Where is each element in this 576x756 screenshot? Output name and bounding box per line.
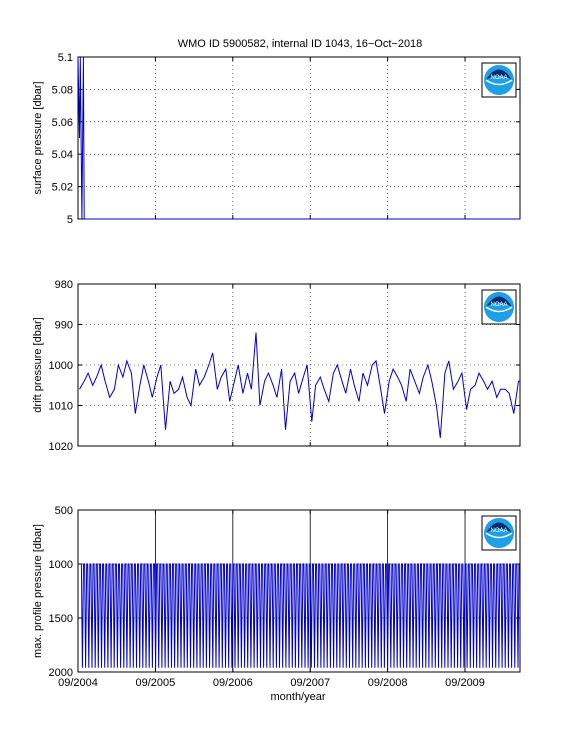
figure-title: WMO ID 5900582, internal ID 1043, 16−Oct… bbox=[178, 38, 423, 50]
y-tick-label: 1020 bbox=[49, 441, 73, 453]
y-tick-label: 5.06 bbox=[52, 117, 73, 129]
x-tick-label: 09/2006 bbox=[213, 677, 253, 689]
noaa-logo-icon: NOAA bbox=[481, 515, 517, 551]
y-tick-label: 1000 bbox=[49, 360, 73, 372]
y-tick-label: 2000 bbox=[49, 667, 73, 679]
gridlines-2 bbox=[78, 284, 520, 446]
surface-pressure-line bbox=[77, 56, 520, 220]
logo-text: NOAA bbox=[490, 75, 507, 81]
y-tick-label: 1000 bbox=[49, 559, 73, 571]
y-tick-label: 5.04 bbox=[52, 149, 73, 161]
logo-circle bbox=[484, 518, 514, 548]
logo-text: NOAA bbox=[490, 528, 507, 534]
logo-wave bbox=[485, 79, 513, 86]
y-tick-label: 500 bbox=[55, 505, 73, 517]
panel-surface-pressure: 5.1 5.08 5.06 5.04 5.02 5 surface pressure [d… bbox=[32, 52, 521, 226]
y-tick-label: 990 bbox=[55, 320, 73, 332]
logo-text: NOAA bbox=[490, 302, 507, 308]
noaa-logo-icon: NOAA bbox=[481, 289, 517, 325]
x-tick-label: 09/2008 bbox=[368, 677, 408, 689]
y-ticks-3: 500 1000 1500 2000 bbox=[49, 505, 520, 679]
drift-pressure-line bbox=[79, 332, 520, 438]
y-axis-label-1: surface pressure [dbar] bbox=[32, 81, 44, 194]
y-tick-label: 5.1 bbox=[58, 52, 73, 64]
logo-bird bbox=[486, 69, 512, 80]
x-tick-label: 09/2007 bbox=[290, 677, 330, 689]
x-tick-label: 09/2009 bbox=[445, 677, 485, 689]
max-profile-pressure-line bbox=[80, 563, 520, 668]
y-axis-label-3: max. profile pressure [dbar] bbox=[32, 524, 44, 658]
x-tick-labels: 09/2004 09/2005 09/2006 09/2007 09/2008 09/20… bbox=[58, 677, 485, 689]
x-tick-label: 09/2005 bbox=[136, 677, 176, 689]
logo-bird bbox=[486, 522, 512, 533]
x-ticks-2 bbox=[77, 284, 466, 446]
y-axis-label-2: drift pressure [dbar] bbox=[32, 317, 44, 412]
x-ticks-3 bbox=[77, 510, 466, 672]
y-tick-label: 980 bbox=[55, 279, 73, 291]
panel-drift-pressure: 980 990 1000 1010 1020 drift pressure [dbar]… bbox=[32, 279, 521, 453]
y-tick-label: 1010 bbox=[49, 401, 73, 413]
axes-frame-1 bbox=[77, 56, 521, 220]
logo-wave bbox=[485, 532, 513, 539]
y-tick-label: 5 bbox=[67, 214, 73, 226]
x-tick-label: 09/2004 bbox=[58, 677, 98, 689]
logo-circle bbox=[484, 65, 514, 95]
logo-bird bbox=[486, 296, 512, 307]
logo-wave bbox=[485, 306, 513, 313]
y-tick-label: 5.08 bbox=[52, 84, 73, 96]
x-axis-label: month/year bbox=[270, 691, 325, 703]
y-ticks-2: 980 990 1000 1010 1020 bbox=[49, 279, 520, 453]
noaa-logo-icon: NOAA bbox=[481, 62, 517, 98]
gridlines-1 bbox=[78, 57, 520, 219]
y-tick-label: 5.02 bbox=[52, 182, 73, 194]
logo-circle bbox=[484, 292, 514, 322]
y-tick-label: 1500 bbox=[49, 613, 73, 625]
